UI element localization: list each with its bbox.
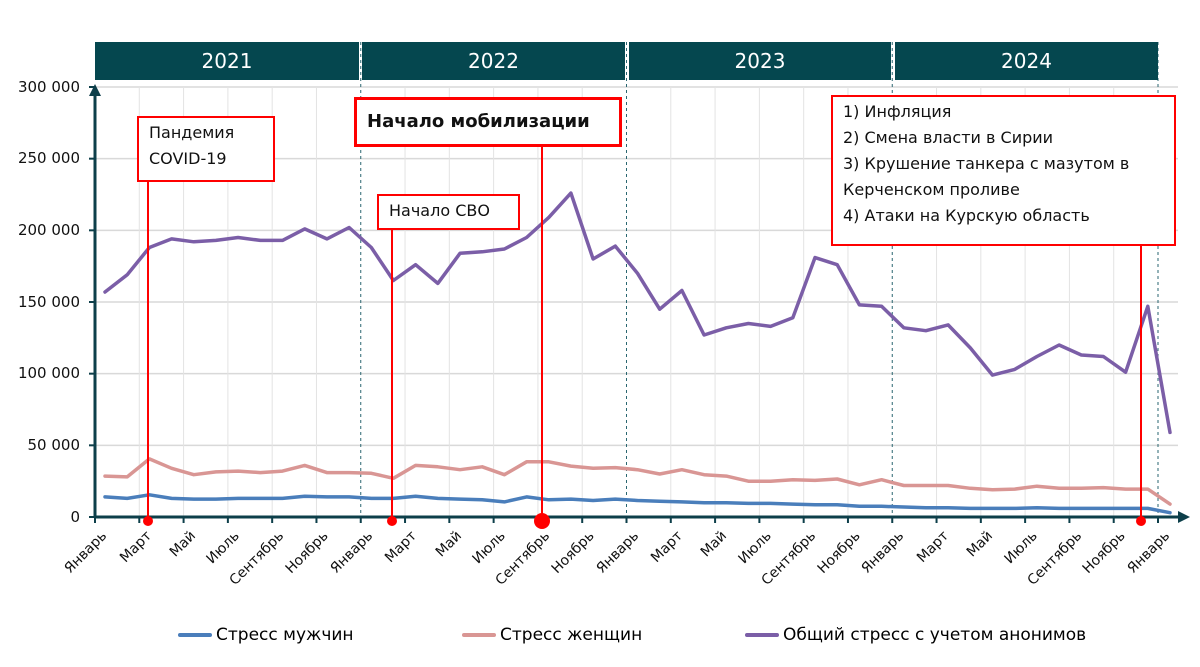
x-axis-arrow-icon: [1178, 511, 1190, 523]
event-dot-mobilization: [534, 513, 550, 529]
y-tick-50000: 50 000: [27, 436, 81, 454]
y-tick-100000: 100 000: [17, 364, 80, 382]
legend-swatch-men: [178, 633, 212, 637]
legend-swatch-women: [462, 633, 496, 637]
annotation-covid-line1: Пандемия: [149, 123, 235, 142]
y-axis-arrow-icon: [89, 84, 101, 96]
y-tick-150000: 150 000: [17, 293, 80, 311]
year-band-2022: 2022: [362, 42, 625, 80]
legend-item-men[interactable]: Стресс мужчин: [178, 625, 354, 645]
annotation-event-4: 4) Атаки на Курскую область: [843, 206, 1090, 225]
legend-label-women: Стресс женщин: [500, 625, 643, 645]
axes: [89, 84, 1190, 523]
series-total-line: [103, 191, 1172, 435]
year-band-2024: 2024: [895, 42, 1158, 80]
event-dot-events-2024: [1136, 516, 1146, 526]
legend-item-women[interactable]: Стресс женщин: [462, 625, 642, 645]
annotation-events-2024: 1) Инфляция 2) Смена власти в Сирии 3) К…: [831, 95, 1176, 246]
legend: Стресс мужчин Стресс женщин Общий стресс…: [0, 625, 1200, 649]
event-dot-covid: [143, 516, 153, 526]
year-band-2023: 2023: [629, 42, 891, 80]
series-women-line: [103, 457, 1172, 506]
gridlines: [95, 86, 1178, 517]
y-tick-200000: 200 000: [17, 221, 80, 239]
legend-item-total[interactable]: Общий стресс с учетом анонимов: [745, 625, 1086, 645]
y-tick-300000: 300 000: [17, 78, 80, 96]
annotation-covid: Пандемия COVID-19: [137, 116, 275, 182]
annotation-event-1: 1) Инфляция: [843, 102, 952, 121]
annotation-mobilization: Начало мобилизации: [354, 97, 622, 147]
y-tick-250000: 250 000: [17, 149, 80, 167]
series-men-line: [103, 493, 1172, 515]
legend-label-men: Стресс мужчин: [216, 625, 354, 645]
annotation-svo: Начало СВО: [377, 194, 520, 230]
data-series: [103, 191, 1172, 515]
event-markers: [143, 147, 1146, 529]
legend-label-total: Общий стресс с учетом анонимов: [783, 625, 1087, 645]
annotation-event-3: 3) Крушение танкера с мазутом в: [843, 154, 1130, 173]
y-tick-0: 0: [70, 508, 80, 526]
annotation-event-3-cont: Керченском проливе: [843, 180, 1020, 199]
annotation-event-2: 2) Смена власти в Сирии: [843, 128, 1054, 147]
annotation-covid-line2: COVID-19: [149, 149, 227, 168]
event-dot-svo: [387, 516, 397, 526]
legend-swatch-total: [745, 633, 779, 637]
year-band-2021: 2021: [95, 42, 359, 80]
